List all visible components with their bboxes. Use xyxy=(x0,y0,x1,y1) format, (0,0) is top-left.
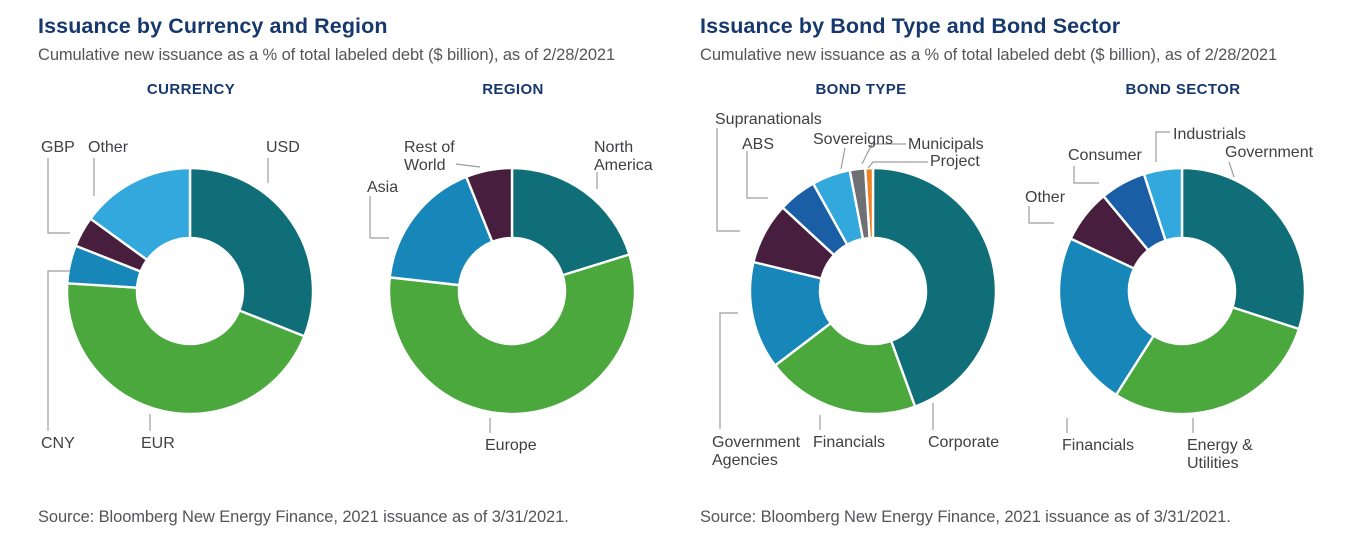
slice-category-label-north-america: North America xyxy=(594,139,653,174)
page-title: Issuance by Bond Type and Bond Sector xyxy=(700,14,1121,38)
label-leader-line xyxy=(840,147,846,170)
slice-category-label-usd: USD xyxy=(266,139,300,156)
slice-category-label-cny: CNY xyxy=(41,435,75,452)
bond_sector-donut-svg xyxy=(1028,131,1307,433)
label-leader-line xyxy=(455,163,481,168)
label-leader-line xyxy=(1028,206,1054,224)
label-leader-line xyxy=(1228,161,1235,178)
charts-row: BOND TYPE 44%20%14%8%5%5%CorporateFinanc… xyxy=(700,81,1340,478)
chart-region: REGION 20%56%17%6%North AmericaEuropeAsi… xyxy=(352,81,674,478)
donut-chart-bond-type: 44%20%14%8%5%5%CorporateFinancialsGovern… xyxy=(700,106,1022,478)
label-leader-line xyxy=(867,161,928,169)
chart-heading-currency: CURRENCY xyxy=(146,81,236,98)
slice-category-label-financials: Financials xyxy=(813,434,886,451)
donut-slice-government xyxy=(1180,166,1307,331)
currency-donut-svg xyxy=(47,158,315,431)
slice-category-label-abs: ABS xyxy=(742,136,775,153)
label-leader-line xyxy=(47,158,70,234)
label-leader-line xyxy=(861,143,906,165)
page-title: Issuance by Currency and Region xyxy=(38,14,388,38)
donut-slice-project xyxy=(863,166,875,240)
charts-row: CURRENCY 31%45%5%4%15%USDEURCNYGBPOther … xyxy=(30,81,670,478)
chart-heading-bond-type: BOND TYPE xyxy=(815,81,907,98)
slice-category-label-project: Project xyxy=(930,153,980,170)
slice-category-label-energy-utilities: Energy & Utilities xyxy=(1187,437,1253,472)
source-note: Source: Bloomberg New Energy Finance, 20… xyxy=(38,508,569,526)
donut-slice-asia xyxy=(388,175,494,287)
bond_type-donut-svg xyxy=(716,128,998,430)
source-note: Source: Bloomberg New Energy Finance, 20… xyxy=(700,508,1231,526)
chart-bond-sector: BOND SECTOR 30%29%23%7%6%5%GovernmentEne… xyxy=(1022,81,1344,478)
donut-slice-other xyxy=(88,166,192,262)
donut-slice-eur xyxy=(65,282,306,416)
donut-slice-financials xyxy=(1057,237,1156,397)
slice-category-label-eur: EUR xyxy=(141,435,175,452)
slice-category-label-other: Other xyxy=(1025,189,1066,206)
slice-category-label-consumer: Consumer xyxy=(1068,147,1142,164)
slice-category-label-europe: Europe xyxy=(485,437,537,454)
label-leader-line xyxy=(369,196,389,239)
panel-bondtype-bondsector: Issuance by Bond Type and Bond Sector Cu… xyxy=(700,14,1340,534)
region-donut-svg xyxy=(369,163,637,433)
slice-category-label-supranationals: Supranationals xyxy=(715,111,822,128)
donut-slice-industrials xyxy=(1142,166,1184,243)
label-leader-line xyxy=(47,270,70,431)
donut-slice-corporate xyxy=(871,166,998,409)
donut-slice-financials xyxy=(773,321,917,416)
donut-slice-energy-utilities xyxy=(1114,305,1301,416)
slice-category-label-government: Government xyxy=(1225,144,1314,161)
label-leader-line xyxy=(716,128,740,232)
label-leader-line xyxy=(746,151,768,199)
chart-heading-region: REGION xyxy=(482,81,544,98)
page-subtitle: Cumulative new issuance as a % of total … xyxy=(38,46,616,64)
chart-bond-type: BOND TYPE 44%20%14%8%5%5%CorporateFinanc… xyxy=(700,81,1022,478)
donut-slice-rest-of-world xyxy=(464,166,514,244)
label-leader-line xyxy=(1073,166,1099,184)
panel-currency-region: Issuance by Currency and Region Cumulati… xyxy=(38,14,670,534)
slice-category-label-municipals: Municipals xyxy=(908,136,984,153)
page-subtitle: Cumulative new issuance as a % of total … xyxy=(700,46,1278,64)
label-leader-line xyxy=(1155,131,1170,162)
slice-category-label-government-agencies: Government Agencies xyxy=(712,434,801,469)
label-leader-line xyxy=(719,312,738,429)
slice-category-label-other: Other xyxy=(88,139,129,156)
slice-category-label-industrials: Industrials xyxy=(1173,126,1246,143)
slice-category-label-rest-of-world: Rest of World xyxy=(404,139,455,174)
chart-heading-bond-sector: BOND SECTOR xyxy=(1125,81,1241,98)
donut-slice-usd xyxy=(188,166,315,338)
slice-category-label-gbp: GBP xyxy=(41,139,75,156)
slice-category-label-financials: Financials xyxy=(1062,437,1135,454)
slice-category-label-corporate: Corporate xyxy=(928,434,1000,451)
slice-category-label-sovereigns: Sovereigns xyxy=(813,131,894,148)
slice-category-label-asia: Asia xyxy=(367,179,399,196)
donut-slice-europe xyxy=(387,252,637,416)
donut-slice-north-america xyxy=(510,166,631,277)
